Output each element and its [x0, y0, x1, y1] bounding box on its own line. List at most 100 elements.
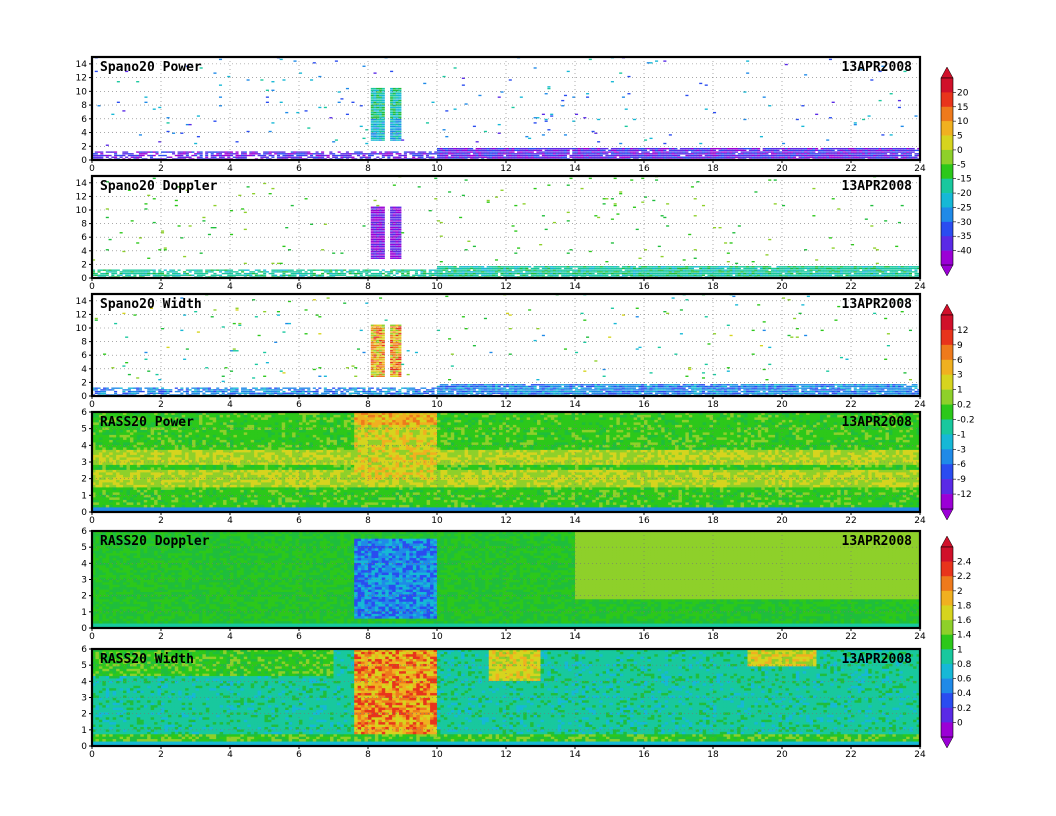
heatmap-cell [371, 124, 374, 125]
heatmap-cell [456, 273, 459, 274]
heatmap-cell [478, 95, 481, 96]
heatmap-cell [727, 253, 730, 254]
heatmap-cell [884, 151, 887, 152]
heatmap-cell [440, 151, 443, 152]
heatmap-cell [376, 258, 379, 259]
heatmap-cell [810, 155, 813, 156]
heatmap-cell [213, 157, 216, 158]
heatmap-cell [534, 273, 537, 274]
heatmap-cell [603, 203, 606, 204]
heatmap-cell [277, 151, 280, 152]
heatmap-cell [95, 320, 98, 321]
heatmap-cell [597, 157, 600, 158]
heatmap-cell [870, 270, 873, 271]
heatmap-cell [191, 388, 194, 389]
heatmap-cell [804, 151, 807, 152]
heatmap-cell [238, 393, 241, 394]
heatmap-cell [561, 157, 564, 158]
heatmap-cell [517, 157, 520, 158]
heatmap-cell [371, 225, 374, 226]
heatmap-cell [338, 273, 341, 274]
heatmap-cell [517, 148, 520, 149]
heatmap-cell [790, 157, 793, 158]
heatmap-cell [368, 157, 371, 158]
heatmap-cell [374, 244, 377, 245]
heatmap-cell [669, 148, 672, 149]
heatmap-cell [829, 155, 832, 156]
heatmap-cell [167, 131, 170, 132]
heatmap-cell [859, 273, 862, 274]
heatmap-cell [280, 263, 283, 264]
heatmap-cell [625, 268, 628, 269]
heatmap-cell [398, 244, 401, 245]
heatmap-cell [155, 393, 158, 394]
heatmap-cell [876, 273, 879, 274]
heatmap-cell [583, 150, 586, 151]
heatmap-cell [743, 271, 746, 272]
heatmap-cell [879, 148, 882, 149]
heatmap-cell [727, 150, 730, 151]
heatmap-cell [873, 153, 876, 154]
heatmap-cell [437, 271, 440, 272]
heatmap-cell [131, 391, 134, 392]
heatmap-cell [230, 271, 233, 272]
heatmap-cell [376, 157, 379, 158]
heatmap-cell [909, 153, 912, 154]
heatmap-cell [467, 271, 470, 272]
heatmap-cell [431, 153, 434, 154]
heatmap-cell [376, 275, 379, 276]
heatmap-cell [142, 273, 145, 274]
heatmap-cell [175, 205, 178, 206]
heatmap-cell [478, 157, 481, 158]
heatmap-cell [398, 127, 401, 128]
heatmap-cell [299, 271, 302, 272]
heatmap-cell [719, 150, 722, 151]
heatmap-cell [801, 155, 804, 156]
heatmap-cell [716, 273, 719, 274]
heatmap-cell [652, 266, 655, 267]
heatmap-cell [222, 393, 225, 394]
heatmap-cell [547, 185, 550, 186]
heatmap-cell [553, 151, 556, 152]
heatmap-cell [785, 270, 788, 271]
heatmap-cell [785, 266, 788, 267]
heatmap-cell [219, 275, 222, 276]
heatmap-cell [285, 157, 288, 158]
heatmap-cell [382, 115, 385, 116]
heatmap-cell [691, 273, 694, 274]
heatmap-cell [470, 157, 473, 158]
heatmap-cell [616, 271, 619, 272]
heatmap-cell [776, 151, 779, 152]
heatmap-cell [136, 377, 139, 378]
heatmap-cell [374, 225, 377, 226]
heatmap-cell [906, 273, 909, 274]
heatmap-cell [666, 148, 669, 149]
heatmap-cell [694, 249, 697, 250]
heatmap-cell [627, 157, 630, 158]
heatmap-cell [420, 271, 423, 272]
heatmap-cell [796, 155, 799, 156]
heatmap-cell [437, 273, 440, 274]
heatmap-cell [371, 88, 374, 89]
heatmap-cell [106, 270, 109, 271]
heatmap-cell [340, 271, 343, 272]
heatmap-cell [763, 273, 766, 274]
heatmap-cell [823, 271, 826, 272]
heatmap-cell [859, 157, 862, 158]
heatmap-cell [619, 143, 622, 144]
heatmap-cell [578, 151, 581, 152]
heatmap-cell [713, 227, 716, 228]
heatmap-cell [553, 273, 556, 274]
heatmap-cell [489, 151, 492, 152]
heatmap-cell [387, 271, 390, 272]
heatmap-cell [136, 393, 139, 394]
heatmap-cell [343, 153, 346, 154]
heatmap-cell [788, 275, 791, 276]
heatmap-cell [473, 126, 476, 127]
heatmap-cell [318, 275, 321, 276]
heatmap-cell [197, 388, 200, 389]
heatmap-cell [255, 388, 258, 389]
heatmap-cell [371, 134, 374, 135]
heatmap-cell [236, 275, 239, 276]
heatmap-cell [545, 266, 548, 267]
